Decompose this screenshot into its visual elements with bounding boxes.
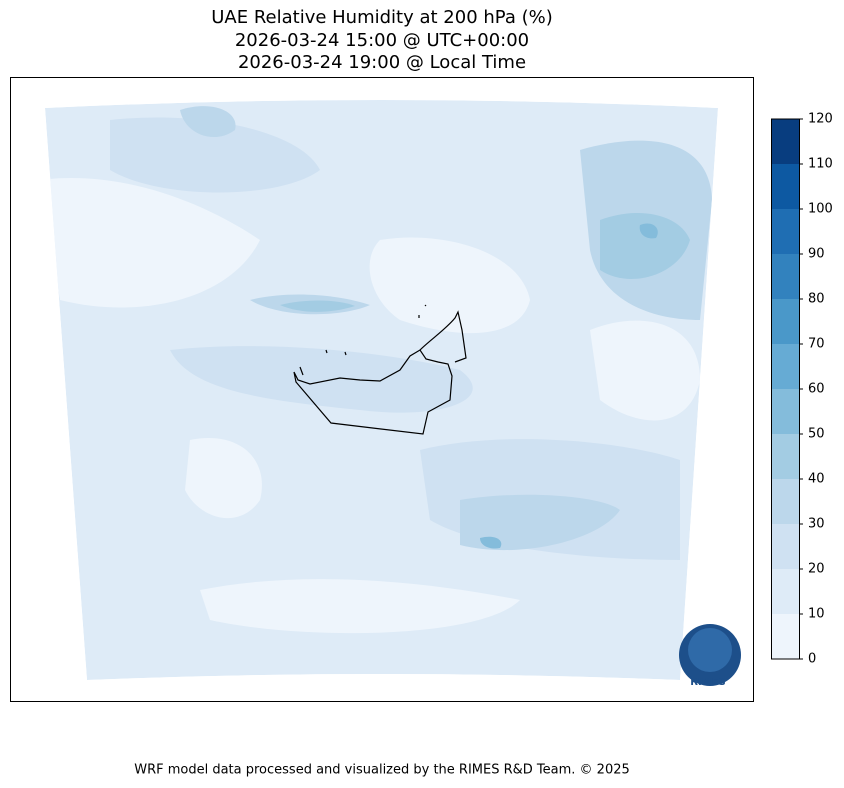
logo: RIMES xyxy=(679,624,741,688)
colorbar-band xyxy=(771,299,799,344)
colorbar-band xyxy=(771,209,799,254)
colorbar-band xyxy=(771,344,799,389)
colorbar-band xyxy=(771,524,799,569)
colorbar-band xyxy=(771,434,799,479)
humidity-field xyxy=(45,100,718,680)
colorbar-tick-label: 20 xyxy=(808,562,825,577)
colorbar-band xyxy=(771,479,799,524)
chart-subtitle: 2026-03-24 15:00 @ UTC+00:00 xyxy=(235,30,529,51)
colorbar-tick-label: 90 xyxy=(808,247,825,262)
uae-boundary xyxy=(293,304,467,435)
colorbar-tick-label: 10 xyxy=(808,607,825,622)
colorbar-tick-label: 40 xyxy=(808,472,825,487)
colorbar-band xyxy=(771,389,799,434)
colorbar-tick-label: 70 xyxy=(808,337,825,352)
chart-subtitle: 2026-03-24 19:00 @ Local Time xyxy=(238,52,526,73)
colorbar-band xyxy=(771,569,799,614)
colorbar-tick-label: 30 xyxy=(808,517,825,532)
colorbar-tick-label: 100 xyxy=(808,202,833,217)
colorbar-band xyxy=(771,164,799,209)
logo-text: RIMES xyxy=(690,677,725,688)
colorbar-tick-label: 120 xyxy=(808,112,833,127)
map-frame xyxy=(10,77,754,702)
colorbar-band xyxy=(771,119,799,164)
colorbar-band xyxy=(771,254,799,299)
chart-title: UAE Relative Humidity at 200 hPa (%) xyxy=(211,7,552,28)
colorbar-tick-label: 110 xyxy=(808,157,833,172)
colorbar-tick-label: 80 xyxy=(808,292,825,307)
colorbar-tick-label: 60 xyxy=(808,382,825,397)
colorbar-tick-label: 0 xyxy=(808,652,816,667)
colorbar-band xyxy=(771,614,799,659)
footer: WRF model data processed and visualized … xyxy=(134,763,630,778)
colorbar-tick-label: 50 xyxy=(808,427,825,442)
